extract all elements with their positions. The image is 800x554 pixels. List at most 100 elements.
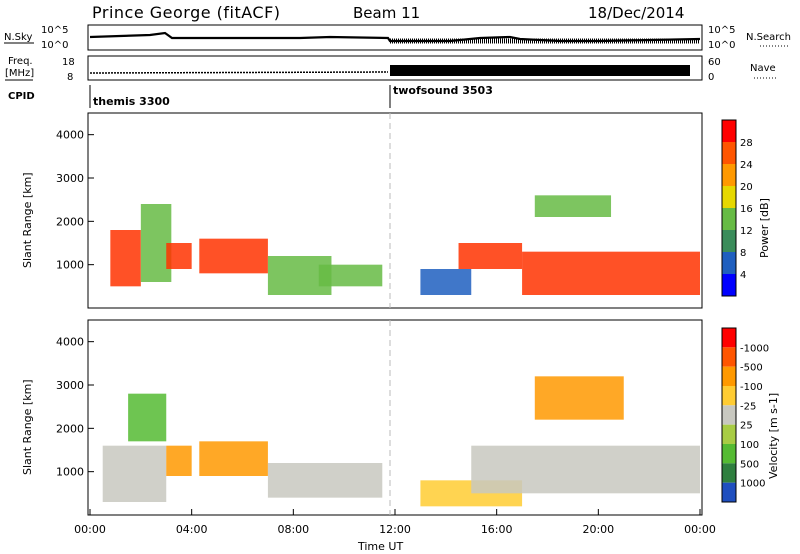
cpid-segment-1: themis 3300 [93, 95, 170, 108]
power-regions [110, 195, 700, 295]
y-tick-label: 4000 [56, 336, 84, 349]
colorbar-swatch [722, 328, 736, 348]
data-region-4 [199, 441, 268, 476]
header: Prince George (fitACF) Beam 11 18/Dec/20… [92, 3, 684, 22]
data-region-2 [128, 393, 167, 442]
colorbar-tick-label: 8 [740, 248, 746, 259]
colorbar-swatch [722, 142, 736, 164]
y-tick-label: 3000 [56, 172, 84, 185]
data-region-9 [522, 251, 700, 295]
x-tick-label: 08:00 [277, 523, 309, 536]
colorbar-tick-label: 16 [740, 204, 753, 215]
colorbar-swatch [722, 208, 736, 230]
nsky-label: N.Sky [4, 32, 32, 43]
data-region-7 [420, 269, 472, 295]
colorbar-tick-label: 100 [740, 440, 759, 451]
colorbar-tick-label: -25 [740, 401, 756, 412]
colorbar-tick-label: 12 [740, 226, 753, 237]
colorbar-swatch [722, 347, 736, 367]
date-title: 18/Dec/2014 [588, 4, 684, 22]
power-panel: 1000 2000 3000 4000 Slant Range [km] 4 8 12 16… [21, 112, 771, 309]
colorbar-swatch [722, 482, 736, 502]
colorbar-tick-label: -100 [740, 382, 763, 393]
y-tick-label: 2000 [56, 422, 84, 435]
x-tick-label: 16:00 [481, 523, 513, 536]
velocity-ylabel: Slant Range [km] [21, 379, 34, 475]
power-colorbar: 4 8 12 16 20 24 28 [721, 119, 753, 297]
y-tick-label: 4000 [56, 129, 84, 142]
colorbar-swatch [722, 444, 736, 464]
colorbar-swatch [722, 186, 736, 208]
x-tick-label: 00:00 [74, 523, 106, 536]
power-colorbar-label: Power [dB] [758, 198, 771, 258]
nave-label: Nave [750, 63, 776, 74]
colorbar-tick-label: 24 [740, 160, 753, 171]
colorbar-tick-label: 500 [740, 459, 759, 470]
colorbar-swatch [722, 366, 736, 386]
x-tick-label: 20:00 [582, 523, 614, 536]
data-region-1 [110, 230, 141, 287]
velocity-colorbar-label: Velocity [m s-1] [767, 393, 780, 479]
x-axis-label: Time UT [357, 540, 403, 553]
y-tick-label: 1000 [56, 466, 84, 479]
colorbar-swatch [722, 120, 736, 142]
colorbar-tick-label: -500 [740, 363, 763, 374]
velocity-colorbar: 1000 500 100 25 -25 -100 -500 -1000 [721, 327, 769, 503]
power-yticks: 1000 2000 3000 4000 [56, 129, 94, 272]
data-region-3 [166, 243, 192, 269]
velocity-yticks: 1000 2000 3000 4000 [56, 336, 94, 479]
velocity-panel: 1000 2000 3000 4000 Slant Range [km] 1000 50… [21, 319, 780, 516]
station-title: Prince George (fitACF) [92, 3, 281, 22]
cpid-label: CPID [8, 91, 35, 102]
nsearch-tick-top: 10^5 [708, 25, 735, 36]
beam-title: Beam 11 [353, 4, 420, 22]
colorbar-tick-label: 28 [740, 138, 753, 149]
velocity-regions [102, 376, 700, 507]
power-ylabel: Slant Range [km] [21, 172, 34, 268]
data-region-5 [267, 463, 383, 498]
colorbar-frame [721, 119, 737, 297]
x-tick-label: 00:00 [684, 523, 716, 536]
freq-label: Freq. [8, 56, 33, 67]
y-tick-label: 3000 [56, 379, 84, 392]
nsearch-tick-bottom: 10^0 [708, 40, 735, 51]
x-axis-ticks: 00:00 04:00 08:00 12:00 16:00 20:00 00:00 [74, 509, 716, 536]
colorbar-swatch [722, 405, 736, 425]
y-tick-label: 2000 [56, 215, 84, 228]
freq-tick-bottom: 8 [67, 72, 73, 83]
colorbar-tick-label: 1000 [740, 479, 765, 490]
cpid-row: CPID themis 3300 twofsound 3503 [8, 84, 493, 108]
colorbar-swatch [722, 386, 736, 406]
data-region-7 [471, 445, 700, 494]
nave-block [390, 65, 690, 76]
freq-unit: [MHz] [5, 68, 34, 79]
freq-panel: Freq. [MHz] 18 8 Nave 60 0 [5, 55, 776, 83]
colorbar-swatch [722, 230, 736, 252]
nave-tick-top: 60 [708, 57, 721, 68]
colorbar-swatch [722, 164, 736, 186]
cpid-segment-2: twofsound 3503 [393, 84, 493, 97]
nsky-tick-top: 10^5 [41, 25, 68, 36]
data-region-4 [199, 238, 268, 274]
data-region-8 [458, 243, 523, 269]
colorbar-tick-label: 20 [740, 182, 753, 193]
freq-tick-top: 18 [62, 57, 75, 68]
data-region-3 [166, 445, 192, 476]
nsky-tick-bottom: 10^0 [41, 40, 68, 51]
x-tick-label: 04:00 [176, 523, 208, 536]
freq-trace [89, 71, 389, 74]
nsearch-label: N.Search [746, 32, 791, 43]
nave-tick-bottom: 0 [708, 72, 714, 83]
y-tick-label: 1000 [56, 259, 84, 272]
colorbar-tick-label: 4 [740, 270, 746, 281]
colorbar-swatch [722, 424, 736, 444]
colorbar-frame [721, 327, 737, 503]
data-region-6 [318, 264, 383, 287]
colorbar-tick-label: -1000 [740, 343, 769, 354]
x-tick-label: 12:00 [379, 523, 411, 536]
data-region-8 [534, 376, 624, 420]
colorbar-swatch [722, 252, 736, 274]
nsky-panel: N.Sky 10^5 10^0 N.Search 10^5 10^0 [4, 24, 791, 51]
data-region-1 [102, 445, 167, 502]
